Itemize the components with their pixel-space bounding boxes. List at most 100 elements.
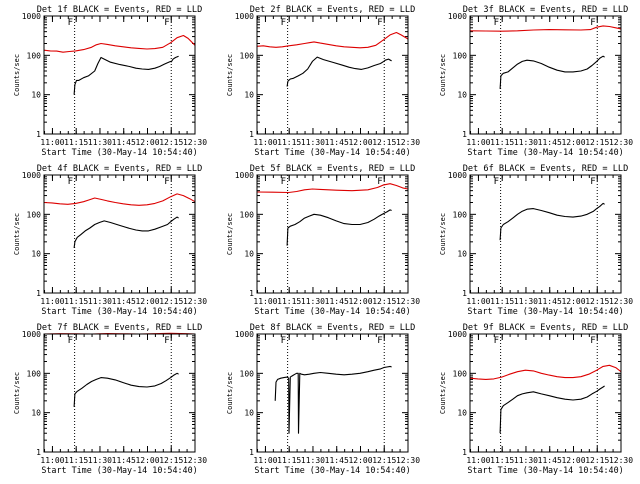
y-tick-label: 10: [244, 250, 254, 259]
plot-frame: [469, 174, 622, 294]
flare-marker: F: [377, 336, 382, 346]
y-tick-label: 1: [462, 448, 467, 457]
x-tick-label: 11:30: [514, 297, 538, 306]
x-tick-label: 11:30: [88, 297, 112, 306]
events-series-line: [274, 365, 392, 434]
x-tick-label: 12:00: [561, 297, 585, 306]
x-tick-label: 12:00: [561, 456, 585, 465]
flare-marker: F: [281, 177, 286, 187]
x-tick-label: 11:45: [112, 456, 136, 465]
y-tick-label: 100: [27, 369, 42, 378]
y-tick-label: 1000: [448, 12, 467, 21]
x-tick-label: 11:00: [40, 297, 64, 306]
events-series-line: [499, 385, 605, 434]
flare-marker: F: [164, 18, 169, 28]
x-tick-label: 11:45: [325, 138, 349, 147]
y-tick-label: 1000: [235, 12, 254, 21]
flare-marker: F: [590, 177, 595, 187]
x-axis-label: Start Time (30-May-14 10:54:40): [467, 147, 623, 157]
y-axis-label: Counts/sec: [439, 372, 447, 414]
y-tick-label: 10: [244, 91, 254, 100]
panel-title: Det 1f BLACK = Events, RED = LLD: [37, 5, 203, 15]
x-tick-label: 11:15: [490, 138, 514, 147]
y-axis-label: Counts/sec: [13, 372, 21, 414]
x-tick-label: 11:45: [538, 456, 562, 465]
x-tick-label: 11:30: [301, 138, 325, 147]
events-series-line: [73, 55, 179, 95]
plot-frame: [43, 174, 196, 294]
detector-panel: Det 7f BLACK = Events, RED = LLD F F 1 10 100…: [13, 323, 207, 475]
x-tick-label: 12:00: [135, 297, 159, 306]
y-tick-label: 1000: [448, 171, 467, 180]
y-tick-label: 10: [457, 91, 467, 100]
flare-marker: F: [281, 336, 286, 346]
x-tick-label: 11:15: [277, 456, 301, 465]
x-tick-label: 12:15: [159, 297, 183, 306]
panel-title: Det 5f BLACK = Events, RED = LLD: [250, 164, 416, 174]
events-series-line: [286, 209, 392, 246]
y-tick-label: 100: [240, 369, 255, 378]
x-tick-label: 11:00: [466, 138, 490, 147]
plot-frame: [256, 333, 409, 453]
flare-marker: F: [590, 336, 595, 346]
y-tick-label: 10: [244, 409, 254, 418]
x-axis-label: Start Time (30-May-14 10:54:40): [467, 306, 623, 316]
y-tick-label: 100: [453, 210, 468, 219]
plot-frame: [256, 15, 409, 135]
x-tick-label: 11:15: [490, 297, 514, 306]
x-tick-label: 12:15: [585, 138, 609, 147]
flare-marker: F: [377, 177, 382, 187]
lld-series-line: [469, 25, 622, 32]
panel-title: Det 2f BLACK = Events, RED = LLD: [250, 5, 416, 15]
flare-marker: F: [281, 18, 286, 28]
x-tick-label: 11:00: [253, 297, 277, 306]
x-tick-label: 11:00: [253, 456, 277, 465]
flare-marker: F: [164, 177, 169, 187]
flare-marker: F: [68, 18, 73, 28]
x-tick-label: 12:30: [609, 456, 633, 465]
x-tick-label: 12:15: [372, 456, 396, 465]
y-tick-label: 1: [36, 448, 41, 457]
plot-frame: [469, 15, 622, 135]
events-series-line: [73, 216, 179, 248]
x-tick-label: 11:45: [538, 297, 562, 306]
x-tick-label: 11:15: [277, 297, 301, 306]
x-tick-label: 12:00: [348, 138, 372, 147]
x-tick-label: 12:30: [609, 138, 633, 147]
detector-panel: Det 2f BLACK = Events, RED = LLD F F 1 10 100…: [226, 5, 420, 157]
y-tick-label: 1: [36, 130, 41, 139]
events-series-line: [499, 55, 605, 89]
plot-frame: [256, 174, 409, 294]
y-axis-label: Counts/sec: [439, 54, 447, 96]
panel-title: Det 4f BLACK = Events, RED = LLD: [37, 164, 203, 174]
x-tick-label: 12:30: [183, 138, 207, 147]
detector-panel: Det 3f BLACK = Events, RED = LLD F F 1 10 100…: [439, 5, 633, 157]
y-tick-label: 1000: [235, 171, 254, 180]
x-tick-label: 11:30: [88, 456, 112, 465]
y-tick-label: 10: [457, 250, 467, 259]
x-tick-label: 11:45: [325, 456, 349, 465]
x-axis-label: Start Time (30-May-14 10:54:40): [41, 465, 197, 475]
flare-marker: F: [494, 177, 499, 187]
y-axis-label: Counts/sec: [226, 54, 234, 96]
x-tick-label: 11:00: [466, 456, 490, 465]
x-tick-label: 11:45: [112, 138, 136, 147]
y-tick-label: 100: [240, 210, 255, 219]
y-tick-label: 1: [249, 130, 254, 139]
x-tick-label: 11:30: [301, 297, 325, 306]
x-tick-label: 11:30: [88, 138, 112, 147]
x-tick-label: 11:45: [325, 297, 349, 306]
lld-series-line: [43, 193, 196, 206]
panel-title: Det 8f BLACK = Events, RED = LLD: [250, 323, 416, 333]
y-axis-label: Counts/sec: [439, 213, 447, 255]
flare-marker: F: [590, 18, 595, 28]
x-tick-label: 11:30: [301, 456, 325, 465]
x-axis-label: Start Time (30-May-14 10:54:40): [254, 465, 410, 475]
y-tick-label: 10: [31, 409, 41, 418]
x-axis-label: Start Time (30-May-14 10:54:40): [41, 147, 197, 157]
y-tick-label: 10: [31, 91, 41, 100]
y-tick-label: 100: [27, 210, 42, 219]
y-tick-label: 10: [31, 250, 41, 259]
flare-marker: F: [164, 336, 169, 346]
